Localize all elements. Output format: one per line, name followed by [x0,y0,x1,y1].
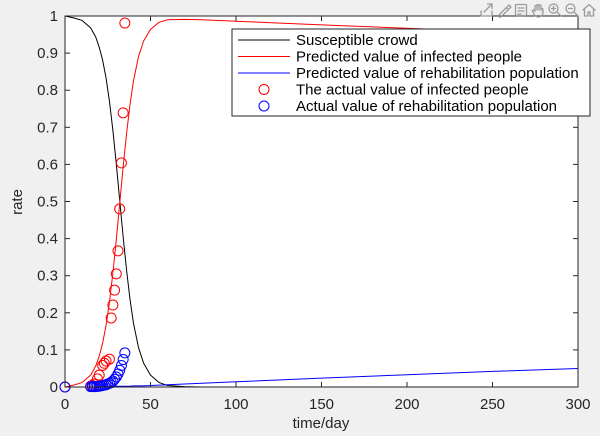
y-tick-label: 0.8 [37,82,58,99]
pan-button[interactable] [530,1,546,19]
actual-infected-point [109,284,121,296]
actual-infected-point [107,299,119,311]
export-icon [480,3,493,17]
zoom-in-icon [548,3,563,18]
restore-view-icon [582,3,596,17]
pan-icon [531,3,544,18]
y-tick-label: 0.2 [37,305,58,322]
x-tick-label: 150 [309,396,334,413]
actual-infected-point [105,312,117,324]
actual-infected-point [93,369,105,381]
actual-infected-point [114,203,126,215]
legend-box [231,28,591,117]
actual-rehabilitation-point [114,364,126,376]
actual-infected-point [119,17,131,29]
x-tick-label: 0 [61,396,69,413]
actual-rehabilitation-point [115,359,127,371]
legend-marker-sample [258,84,270,95]
actual-rehabilitation-point [117,354,129,366]
y-tick-label: 1 [50,8,58,25]
actual-infected-point [115,157,127,169]
legend-entry-actual-rehabilitation: Actual value of rehabilitation populatio… [258,98,557,115]
legend-label: Actual value of rehabilitation populatio… [296,98,557,115]
brush-icon [498,4,512,18]
x-tick-label: 50 [142,396,159,413]
zoom-out-icon [565,3,580,18]
tick-labels: 0 50 100 150 200 250 300 0 0.1 0.2 0.3 0.4 0.5 0.6 0.7… [37,8,590,413]
y-tick-label: 0.1 [37,342,58,359]
legend-label: Susceptible crowd [296,32,418,49]
actual-rehabilitation-point [119,347,131,359]
y-tick-label: 0.7 [37,119,58,136]
y-tick-label: 0.9 [37,45,58,62]
axis-ticks [64,15,579,388]
data-tips-button[interactable] [513,1,529,19]
legend-label: The actual value of infected people [296,82,529,99]
y-tick-label: 0.4 [37,231,58,248]
legend-label: Predicted value of infected people [296,49,522,66]
zoom-in-button[interactable] [547,1,563,19]
y-axis-label: rate [9,189,26,215]
predicted-infected-line [64,18,579,388]
legend-entry-susceptible-crowd: Susceptible crowd [238,32,418,49]
actual-infected-point [117,107,129,119]
y-tick-label: 0.5 [37,194,58,211]
legend-entry-predicted-infected: Predicted value of infected people [238,49,522,66]
actual-rehabilitation-points [59,347,131,393]
x-axis-label: time/day [293,415,350,432]
export-button[interactable] [479,1,495,19]
legend-marker-sample [258,100,270,112]
x-tick-label: 250 [480,396,505,413]
legend: Susceptible crowd Predicted value of inf… [231,28,591,117]
legend-label: Predicted value of rehabilitation popula… [296,65,579,82]
y-tick-label: 0.3 [37,268,58,285]
actual-infected-point [103,353,115,365]
actual-infected-point [112,245,124,257]
actual-rehabilitation-point [110,371,122,383]
legend-entry-actual-infected: The actual value of infected people [258,82,529,99]
brush-button[interactable] [496,1,512,19]
data-tips-icon [514,3,528,17]
axes-toolbar [479,1,597,19]
actual-rehabilitation-point [107,375,119,387]
zoom-out-button[interactable] [564,1,580,19]
x-tick-label: 200 [394,396,419,413]
x-tick-label: 100 [223,396,248,413]
actual-infected-point [110,268,122,280]
y-tick-label: 0 [50,379,58,396]
restore-view-button[interactable] [581,1,597,19]
legend-entry-predicted-rehabilitation: Predicted value of rehabilitation popula… [238,65,579,82]
y-tick-label: 0.6 [37,156,58,173]
x-tick-label: 300 [565,396,590,413]
